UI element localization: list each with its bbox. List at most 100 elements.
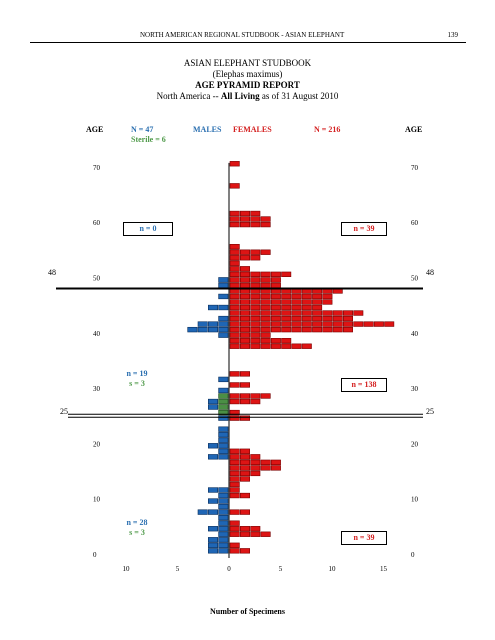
bar-female-40-5 — [270, 326, 281, 333]
report-titles: ASIAN ELEPHANT STUDBOOK (Elephas maximus… — [0, 58, 495, 102]
bar-female-41-9 — [312, 321, 323, 327]
bar-female-51-1 — [229, 266, 240, 272]
y-tick-left-70: 70 — [93, 164, 101, 172]
bar-female-41-4 — [260, 321, 271, 327]
bar-female-41-15 — [373, 321, 384, 327]
bar-female-37-6 — [281, 343, 292, 349]
bar-sterile-26-1 — [218, 404, 229, 410]
bar-female-14-3 — [250, 470, 261, 477]
bar-male-26-1 — [208, 404, 219, 410]
bar-female-42-1 — [229, 315, 240, 322]
bar-female-38-6 — [281, 338, 292, 344]
bar-female-46-8 — [301, 293, 312, 300]
bar-female-46-3 — [250, 293, 261, 300]
y-tick-right-10: 10 — [411, 496, 419, 504]
bar-female-3-3 — [250, 531, 261, 537]
x-tick-5: 15 — [380, 565, 388, 573]
bar-female-42-2 — [240, 315, 251, 322]
bar-female-59-1 — [229, 221, 240, 228]
lower-females-count: n = 39 — [353, 533, 375, 542]
bar-female-40-3 — [250, 326, 261, 333]
bar-female-53-2 — [240, 255, 251, 261]
bar-female-48-4 — [260, 282, 271, 289]
bar-male-9-1 — [218, 498, 229, 504]
bar-male-17-1 — [218, 454, 229, 460]
bar-male-1-2 — [208, 542, 219, 548]
bar-female-42-8 — [301, 315, 312, 322]
bar-female-41-1 — [229, 321, 240, 327]
bar-female-37-2 — [240, 343, 251, 349]
bar-female-43-3 — [250, 310, 261, 316]
bar-female-41-16 — [384, 321, 395, 327]
bar-female-16-2 — [240, 459, 251, 466]
upper-males-count: n = 0 — [139, 224, 157, 233]
bar-female-44-4 — [260, 304, 271, 311]
bar-male-10-1 — [218, 492, 229, 499]
bar-female-42-4 — [260, 315, 271, 322]
bar-female-16-5 — [270, 459, 281, 466]
y-tick-left-10: 10 — [93, 496, 101, 504]
bar-female-46-6 — [281, 293, 292, 300]
bar-female-61-1 — [229, 210, 240, 217]
y-tick-right-30: 30 — [411, 385, 419, 393]
bar-female-61-2 — [240, 210, 251, 217]
bar-female-45-1 — [229, 299, 240, 305]
bar-male-7-2 — [208, 509, 219, 515]
bar-female-17-2 — [240, 454, 251, 460]
bar-female-27-2 — [240, 398, 251, 405]
y-tick-left-40: 40 — [93, 330, 101, 338]
bar-female-43-12 — [342, 310, 353, 316]
lower-sterile-count: s = 3 — [129, 528, 145, 537]
bar-female-48-1 — [229, 282, 240, 289]
x-tick-0: 10 — [123, 565, 131, 573]
title-line-3: AGE PYRAMID REPORT — [195, 80, 300, 90]
upper-females-count: n = 39 — [353, 224, 375, 233]
bar-female-59-4 — [260, 221, 271, 228]
bar-female-43-13 — [353, 310, 364, 316]
page-number: 139 — [447, 31, 459, 39]
y-tick-left-20: 20 — [93, 440, 101, 448]
bar-female-46-1 — [229, 293, 240, 300]
bar-female-42-6 — [281, 315, 292, 322]
x-tick-2: 0 — [227, 565, 231, 573]
bar-female-50-1 — [229, 271, 240, 278]
y-tick-right-20: 20 — [411, 440, 419, 448]
bar-female-7-1 — [229, 509, 240, 515]
lower-females-box: n = 39 — [341, 531, 387, 545]
bar-female-45-7 — [291, 299, 302, 305]
bar-female-50-3 — [250, 271, 261, 278]
bar-female-40-2 — [240, 326, 251, 333]
bar-female-60-4 — [260, 216, 271, 222]
bar-female-38-4 — [260, 338, 271, 344]
bar-male-7-3 — [197, 509, 208, 515]
bar-female-43-5 — [270, 310, 281, 316]
bar-female-38-2 — [240, 338, 251, 344]
bar-female-39-1 — [229, 332, 240, 338]
bar-female-45-10 — [322, 299, 333, 305]
bar-male-41-3 — [197, 321, 208, 327]
bar-female-45-3 — [250, 299, 261, 305]
bar-female-44-1 — [229, 304, 240, 311]
bar-female-27-3 — [250, 398, 261, 405]
bar-female-52-1 — [229, 260, 240, 266]
age-label-right: AGE — [405, 125, 423, 134]
bar-female-10-2 — [240, 492, 251, 499]
bar-female-44-3 — [250, 304, 261, 311]
bar-male-29-1 — [218, 387, 229, 394]
bar-female-41-14 — [363, 321, 374, 327]
bar-male-19-1 — [218, 443, 229, 449]
bar-female-24-1 — [229, 415, 240, 421]
bar-female-55-1 — [229, 244, 240, 250]
bar-female-3-2 — [240, 531, 251, 537]
bar-female-70-1 — [229, 161, 240, 167]
bar-male-27-1 — [208, 398, 219, 405]
females-count: N = 216 — [314, 125, 341, 134]
y-tick-right-60: 60 — [411, 219, 419, 227]
bar-female-41-13 — [353, 321, 364, 327]
bar-female-54-2 — [240, 249, 251, 255]
title-line-4-prefix: North America -- — [156, 91, 221, 101]
bar-female-37-1 — [229, 343, 240, 349]
lower-males-box: n = 28 s = 3 — [117, 518, 157, 540]
title-line-2: (Elephas maximus) — [212, 69, 283, 79]
bar-female-44-6 — [281, 304, 292, 311]
